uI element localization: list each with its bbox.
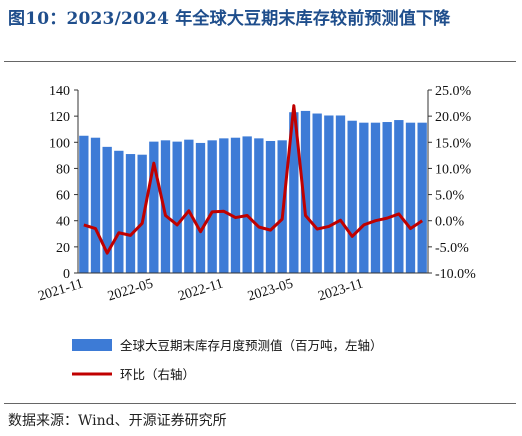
bar: [382, 122, 392, 273]
right-tick-label: -10.0%: [435, 267, 476, 282]
bar: [324, 115, 334, 274]
bar: [160, 140, 171, 273]
bar-series: [79, 110, 427, 274]
right-tick-label: 5.0%: [435, 189, 465, 204]
bar: [79, 135, 89, 273]
x-tick-label: 2022-05: [106, 276, 155, 304]
left-tick-label: 80: [56, 162, 70, 177]
legend-line-label: 环比（右轴）: [120, 367, 195, 382]
source-divider: [4, 403, 516, 404]
x-tick-label: 2022-11: [176, 276, 225, 304]
legend-bar-label: 全球大豆期末库存月度预测值（百万吨，左轴）: [120, 338, 383, 353]
x-tick-label: 2021-11: [36, 276, 85, 304]
left-tick-label: 140: [49, 84, 70, 99]
right-tick-label: 20.0%: [435, 110, 472, 125]
bar: [370, 122, 381, 274]
bar: [172, 141, 182, 273]
bar: [114, 150, 124, 273]
legend-bar-swatch: [72, 339, 112, 351]
left-tick-label: 0: [63, 267, 70, 282]
bar: [265, 140, 276, 273]
bar: [300, 110, 311, 273]
bar: [90, 137, 101, 273]
bar: [195, 142, 206, 273]
bar: [230, 137, 241, 273]
left-tick-label: 120: [49, 110, 70, 125]
bar: [335, 115, 346, 274]
page-title: 图10：2023/2024 年全球大豆期末库存较前预测值下降: [8, 9, 451, 29]
x-tick-label: 2023-11: [316, 276, 365, 304]
bar: [102, 146, 112, 273]
bar: [417, 122, 427, 274]
bar: [137, 154, 147, 273]
right-tick-label: 25.0%: [435, 84, 472, 99]
bar: [394, 120, 404, 273]
bar: [254, 138, 264, 273]
left-tick-label: 60: [56, 189, 70, 204]
title-divider: [4, 61, 516, 62]
legend: 全球大豆期末库存月度预测值（百万吨，左轴） 环比（右轴）: [72, 338, 383, 382]
source-note: 数据来源：Wind、开源证券研究所: [8, 413, 227, 429]
bar: [125, 154, 136, 273]
x-tick-label: 2023-05: [246, 276, 295, 304]
bar: [207, 140, 217, 273]
bar: [149, 141, 159, 273]
left-tick-label: 20: [56, 241, 70, 256]
bar: [359, 122, 369, 274]
left-tick-label: 40: [56, 215, 70, 230]
bar: [405, 122, 416, 274]
bar: [242, 136, 252, 273]
line-series: [83, 104, 424, 255]
bar: [347, 120, 357, 273]
right-tick-label: -5.0%: [435, 241, 469, 256]
bar: [219, 138, 229, 273]
bar: [184, 139, 194, 273]
right-tick-label: 15.0%: [435, 136, 472, 151]
line-path: [83, 104, 424, 255]
bar: [312, 113, 322, 273]
bar: [289, 112, 299, 273]
right-tick-label: 10.0%: [435, 162, 472, 177]
left-tick-label: 100: [49, 136, 70, 151]
right-tick-label: 0.0%: [435, 215, 465, 230]
